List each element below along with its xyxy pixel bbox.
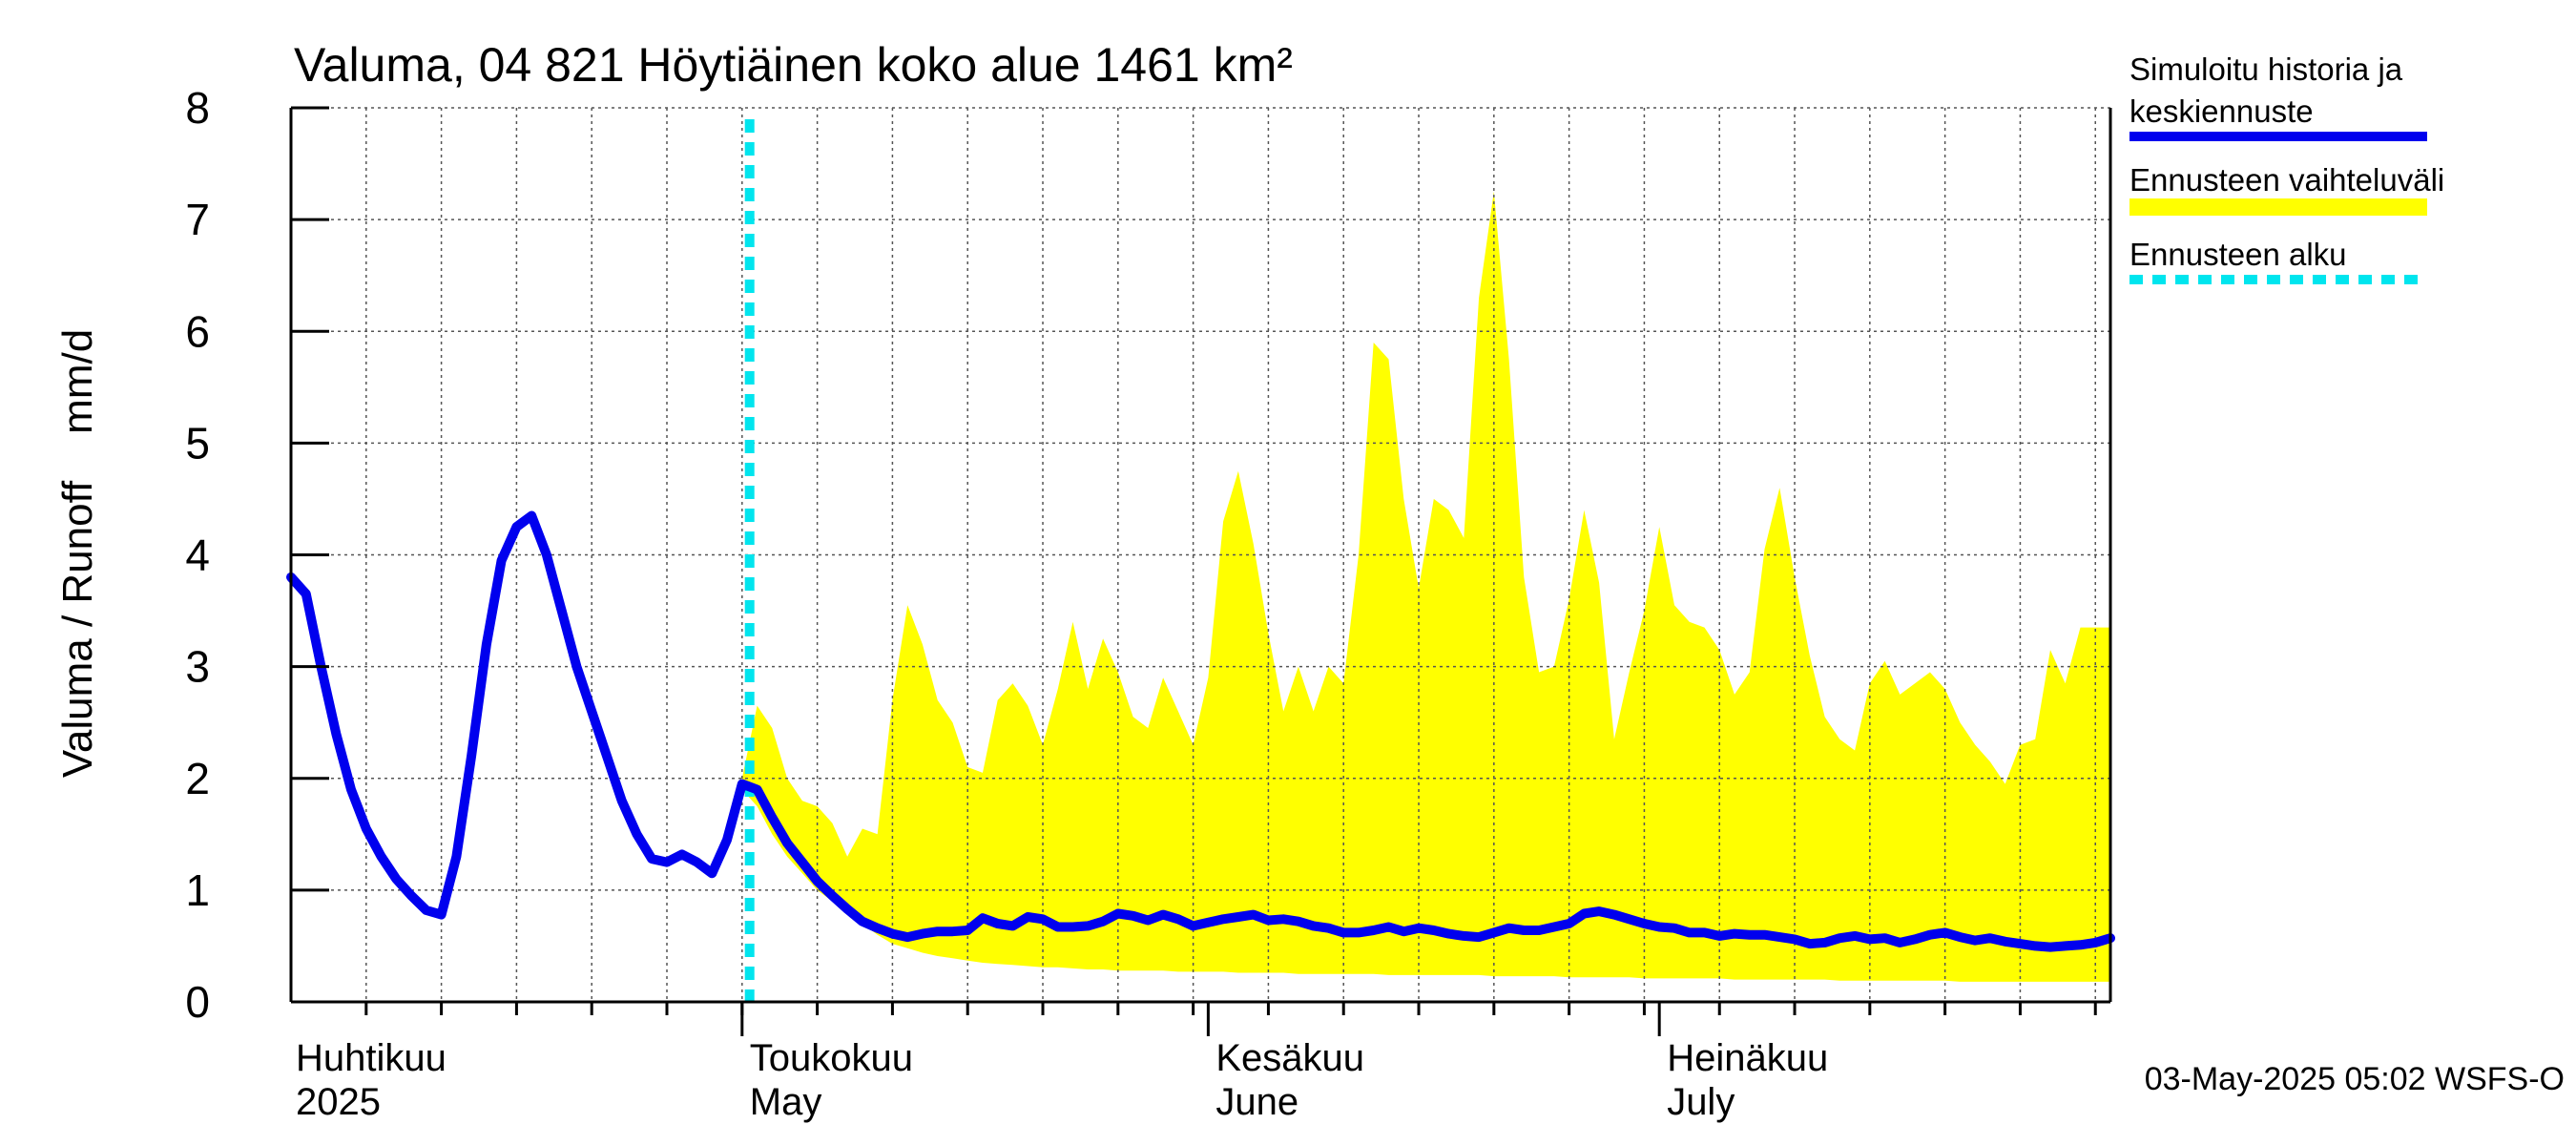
legend-swatch-range bbox=[2129, 198, 2427, 216]
month-label-fi: Huhtikuu bbox=[296, 1037, 447, 1079]
timestamp-label: 03-May-2025 05:02 WSFS-O bbox=[2145, 1061, 2565, 1097]
y-tick-label: 6 bbox=[185, 306, 210, 356]
month-label-fi: Toukokuu bbox=[750, 1037, 913, 1079]
grid-layer bbox=[291, 107, 2110, 1002]
y-tick-label: 0 bbox=[185, 977, 210, 1027]
chart-title: Valuma, 04 821 Höytiäinen koko alue 1461… bbox=[294, 38, 1293, 92]
month-label-en: 2025 bbox=[296, 1081, 381, 1123]
forecast-range-band bbox=[741, 191, 2110, 982]
text-layer: Valuma, 04 821 Höytiäinen koko alue 1461… bbox=[54, 38, 2565, 1123]
y-axis-label: Valuma / Runoff mm/d bbox=[54, 329, 101, 778]
mean-series-line bbox=[286, 510, 2115, 952]
forecast-range-layer bbox=[741, 191, 2110, 982]
y-tick-label: 7 bbox=[185, 195, 210, 244]
legend-label: keskiennuste bbox=[2129, 94, 2314, 129]
y-tick-label: 4 bbox=[185, 531, 210, 580]
axes-layer bbox=[289, 106, 2112, 1036]
y-tick-label: 8 bbox=[185, 83, 210, 133]
legend: Simuloitu historia ja keskiennuste Ennuste… bbox=[2129, 52, 2444, 284]
legend-label: Ennusteen alku bbox=[2129, 237, 2347, 272]
y-tick-label: 1 bbox=[185, 865, 210, 915]
legend-label: Ennusteen vaihteluväli bbox=[2129, 162, 2444, 198]
month-label-en: July bbox=[1667, 1081, 1735, 1123]
y-tick-label: 5 bbox=[185, 418, 210, 468]
month-label-fi: Heinäkuu bbox=[1667, 1037, 1828, 1079]
month-label-fi: Kesäkuu bbox=[1215, 1037, 1364, 1079]
month-label-en: May bbox=[750, 1081, 822, 1123]
legend-label: Simuloitu historia ja bbox=[2129, 52, 2403, 87]
y-tick-label: 2 bbox=[185, 754, 210, 803]
month-label-en: June bbox=[1215, 1081, 1298, 1123]
y-tick-label: 3 bbox=[185, 642, 210, 692]
series-layer bbox=[286, 119, 2115, 1002]
